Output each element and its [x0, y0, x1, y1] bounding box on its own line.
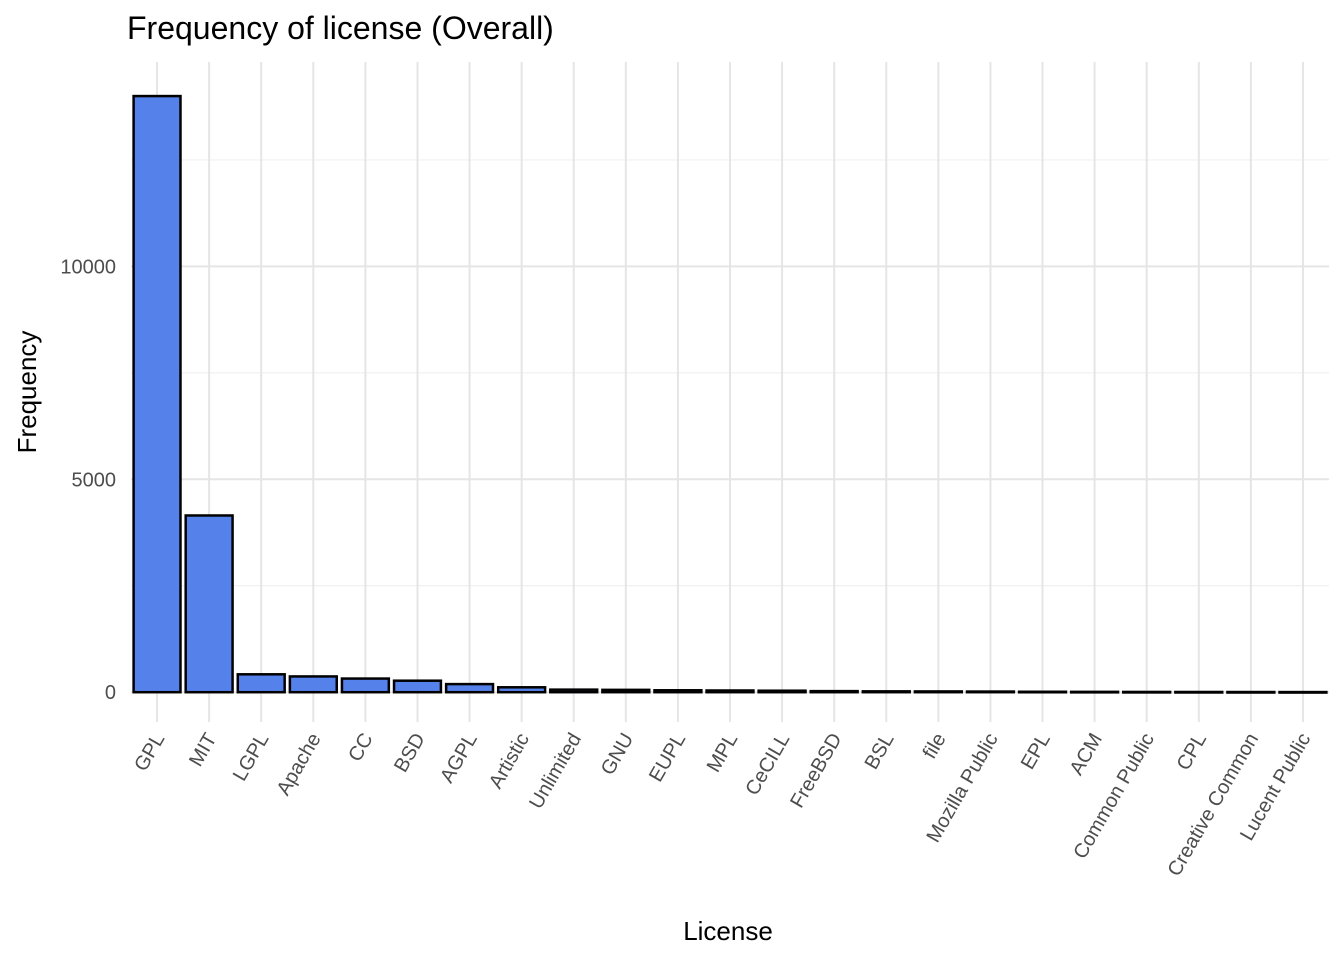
y-tick-label: 10000: [60, 256, 116, 278]
x-axis-title: License: [683, 916, 773, 946]
bar-mpl: [705, 689, 755, 694]
x-tick-label: file: [919, 730, 951, 763]
x-tick-label: Apache: [273, 730, 326, 800]
x-tick-label: GNU: [597, 730, 638, 779]
x-tick-label: EPL: [1017, 730, 1055, 774]
bar-cpl: [1174, 690, 1224, 694]
bar-acm: [1069, 690, 1120, 694]
bar-agpl: [444, 682, 495, 694]
y-axis-title: Frequency: [12, 331, 42, 454]
bar-mit: [184, 514, 234, 694]
x-axis-ticks: GPL MIT LGPL Apache CC BSD AGPL ArtisticUnlimit…: [130, 730, 1315, 881]
bar-apache: [288, 675, 338, 694]
grid: [131, 62, 1329, 722]
bar-artistic: [496, 686, 547, 694]
bar-gpl: [132, 94, 182, 694]
bar-mozilla-public: [965, 690, 1016, 694]
x-tick-label: MIT: [185, 730, 221, 771]
x-tick-label: BSD: [390, 730, 430, 777]
x-tick-label: GPL: [130, 730, 169, 776]
x-tick-label: ACM: [1066, 730, 1107, 779]
bar-freebsd: [809, 689, 859, 694]
bar-bsl: [861, 690, 911, 694]
x-tick-label: Artistic: [485, 730, 534, 793]
bar-unlimited: [549, 688, 599, 694]
y-axis-ticks: 0 5000 10000: [60, 256, 116, 704]
bar-file: [913, 690, 964, 694]
x-tick-label: Unlimited: [525, 730, 586, 813]
bar-gnu: [601, 688, 651, 694]
bar-cecill: [757, 689, 807, 694]
bar-bsd: [392, 679, 443, 694]
x-tick-label: EUPL: [645, 730, 690, 786]
bar-common-public: [1122, 690, 1172, 694]
y-tick-label: 5000: [72, 469, 117, 491]
bar-lucent-public: [1278, 690, 1328, 694]
bar-epl: [1017, 690, 1068, 694]
bars: [132, 94, 1328, 694]
x-tick-label: CeCILL: [741, 730, 794, 800]
bar-creative-common: [1226, 690, 1276, 694]
x-tick-label: AGPL: [436, 730, 482, 787]
bar-cc: [340, 677, 391, 694]
x-tick-label: LGPL: [229, 730, 274, 785]
bar-lgpl: [236, 673, 286, 694]
x-tick-label: BSL: [861, 730, 899, 774]
x-tick-label: FreeBSD: [786, 730, 846, 812]
x-tick-label: CPL: [1173, 730, 1212, 775]
x-tick-label: MPL: [703, 730, 743, 777]
chart-title: Frequency of license (Overall): [127, 10, 554, 46]
y-tick-label: 0: [105, 682, 116, 704]
bar-eupl: [653, 689, 703, 694]
x-tick-label: CC: [344, 730, 377, 766]
